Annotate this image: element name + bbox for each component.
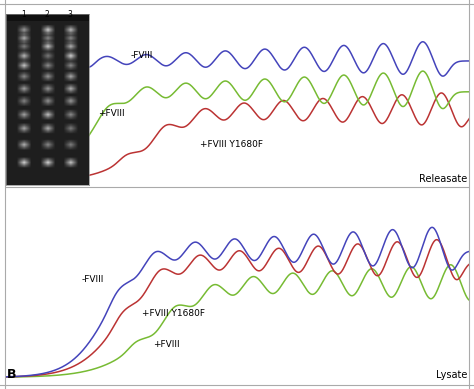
- Text: 3: 3: [67, 10, 73, 19]
- Text: 2: 2: [45, 10, 50, 19]
- Text: 1: 1: [21, 10, 26, 19]
- Text: A: A: [7, 172, 17, 184]
- Text: Releasate: Releasate: [419, 173, 467, 184]
- Text: +FVIII: +FVIII: [154, 340, 180, 349]
- Text: +FVIII: +FVIII: [98, 109, 124, 119]
- Text: +FVIII Y1680F: +FVIII Y1680F: [142, 309, 205, 318]
- Text: -FVIII: -FVIII: [130, 51, 153, 60]
- Text: +FVIII Y1680F: +FVIII Y1680F: [200, 140, 263, 149]
- Text: -FVIII: -FVIII: [82, 275, 104, 284]
- Text: Lysate: Lysate: [436, 370, 467, 380]
- Text: B: B: [7, 368, 17, 381]
